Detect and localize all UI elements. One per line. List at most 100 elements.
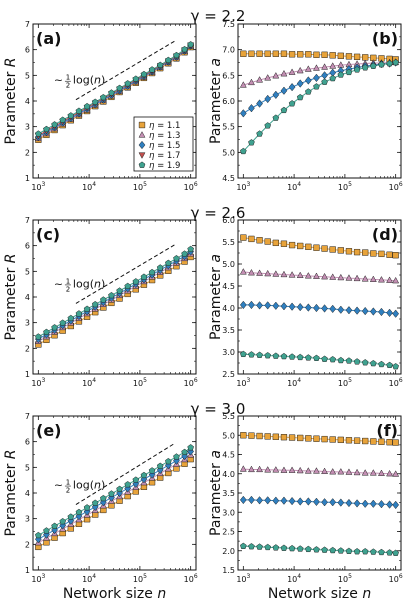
data-point [386, 276, 394, 283]
data-point [187, 444, 194, 451]
data-point [156, 264, 164, 271]
data-point [239, 495, 247, 505]
data-point [361, 499, 369, 508]
row-title-gamma-2-6: γ = 2.6 [191, 204, 246, 222]
data-point [304, 303, 312, 312]
data-point [108, 89, 115, 96]
data-point [247, 78, 255, 86]
data-point [67, 513, 75, 520]
data-point [313, 83, 320, 90]
y-axis-label: Parameter a [208, 254, 224, 340]
data-point [35, 333, 42, 340]
row-title-gamma-2-2: γ = 2.2 [191, 7, 246, 25]
data-point [239, 268, 247, 275]
y-tick-label: 5 [25, 71, 30, 80]
y-tick-label: 4.5 [222, 451, 235, 460]
x-tick-label: 104 [82, 573, 96, 584]
data-point [280, 466, 288, 473]
data-point [305, 51, 312, 58]
data-point [304, 65, 312, 72]
data-point [296, 353, 304, 361]
annotation-frac-den: 2 [66, 285, 70, 293]
y-tick-label: 4.5 [222, 282, 235, 291]
row-title-gamma-3-0: γ = 3.0 [191, 400, 246, 418]
data-point [83, 102, 91, 110]
y-tick-label: 7 [25, 20, 30, 29]
x-tick-label: 104 [287, 573, 301, 584]
data-point [392, 59, 399, 66]
data-point [337, 547, 345, 554]
data-point [256, 543, 263, 550]
panel-label: (f) [376, 421, 398, 440]
data-point [345, 53, 353, 60]
data-point [272, 433, 279, 440]
data-point [181, 45, 188, 53]
annotation-approx: ~ [54, 74, 63, 87]
data-point [83, 504, 91, 511]
data-point [51, 121, 58, 128]
data-point [280, 544, 288, 551]
y-tick-label: 6 [25, 438, 30, 447]
y-axis-label: Parameter R [3, 57, 19, 144]
data-point [108, 490, 115, 497]
data-point [248, 432, 255, 439]
data-point [392, 470, 400, 477]
series-1-9 [35, 41, 194, 137]
data-point [288, 100, 296, 107]
y-tick-label: 3.5 [222, 489, 235, 498]
data-point [173, 453, 180, 460]
data-point [362, 54, 369, 61]
data-point [181, 250, 188, 257]
data-point [321, 546, 328, 553]
data-point [35, 531, 42, 539]
data-point [181, 448, 188, 456]
data-point [256, 130, 263, 137]
data-point [280, 240, 288, 247]
data-point [288, 496, 296, 506]
data-point [321, 355, 328, 362]
data-point [296, 271, 304, 279]
data-point [280, 50, 288, 57]
x-tick-label: 103 [31, 377, 45, 388]
x-tick-label: 105 [338, 377, 352, 388]
data-point [132, 476, 140, 483]
data-point [321, 435, 328, 443]
data-point [272, 114, 280, 121]
y-tick-label: 6.0 [222, 216, 235, 225]
y-tick-label: 4.0 [222, 470, 235, 479]
data-point [345, 274, 353, 281]
data-point [313, 546, 320, 553]
x-tick-label: 104 [82, 181, 96, 192]
data-point [67, 314, 75, 322]
data-point [240, 432, 247, 439]
data-point [148, 268, 156, 276]
data-point [288, 51, 296, 58]
x-tick-label: 105 [133, 181, 147, 192]
data-point [305, 88, 312, 95]
data-point [313, 303, 320, 313]
y-tick-label: 4 [25, 293, 30, 302]
data-point [75, 107, 83, 114]
data-point [378, 61, 385, 68]
annotation-text: log(n) [73, 74, 105, 87]
data-point [345, 437, 353, 444]
y-tick-label: 4 [25, 489, 30, 498]
data-point [100, 296, 107, 303]
data-point [329, 355, 337, 363]
data-point [313, 51, 320, 58]
data-point [264, 433, 271, 440]
y-axis-label: Parameter R [3, 449, 19, 536]
data-point [353, 306, 361, 315]
data-point [313, 497, 320, 507]
data-point [240, 50, 247, 57]
data-point [264, 238, 271, 245]
data-point [329, 273, 337, 280]
y-axis-label: Parameter a [208, 58, 224, 144]
panel-b: 103 104 105 106 4.5 5.0 5.5 6.0 6.5 7.0 7.5 Paramet… [208, 20, 403, 192]
y-tick-label: 6 [25, 242, 30, 251]
y-tick-label: 7.0 [222, 46, 235, 55]
y-tick-label: 6.5 [222, 71, 235, 80]
data-point [329, 246, 336, 253]
data-point [187, 245, 194, 253]
data-point [59, 517, 67, 525]
